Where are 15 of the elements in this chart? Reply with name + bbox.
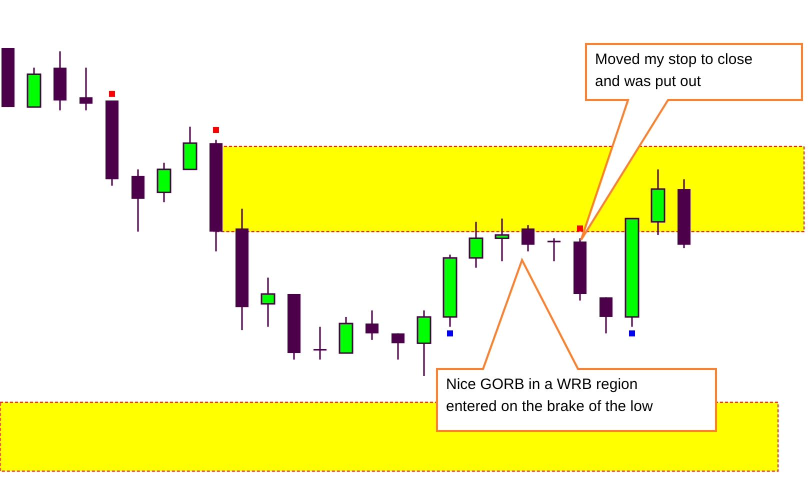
- point: [577, 225, 583, 232]
- annotation: Nice GORB in a WRB region entered on the brake of the low: [446, 376, 653, 415]
- candlestick: [392, 332, 404, 360]
- candlestick: [80, 66, 92, 112]
- candlestick: [132, 168, 144, 232]
- candlestick: [548, 237, 560, 262]
- candlestick: [600, 296, 612, 334]
- point: [629, 330, 635, 336]
- point: [213, 127, 219, 133]
- candlestick: [314, 326, 326, 360]
- annotation: Moved my stop to close and was put out: [595, 51, 753, 90]
- candlestick: [522, 224, 534, 252]
- point: [109, 90, 115, 97]
- candlestick: [366, 310, 378, 341]
- point: [447, 330, 453, 336]
